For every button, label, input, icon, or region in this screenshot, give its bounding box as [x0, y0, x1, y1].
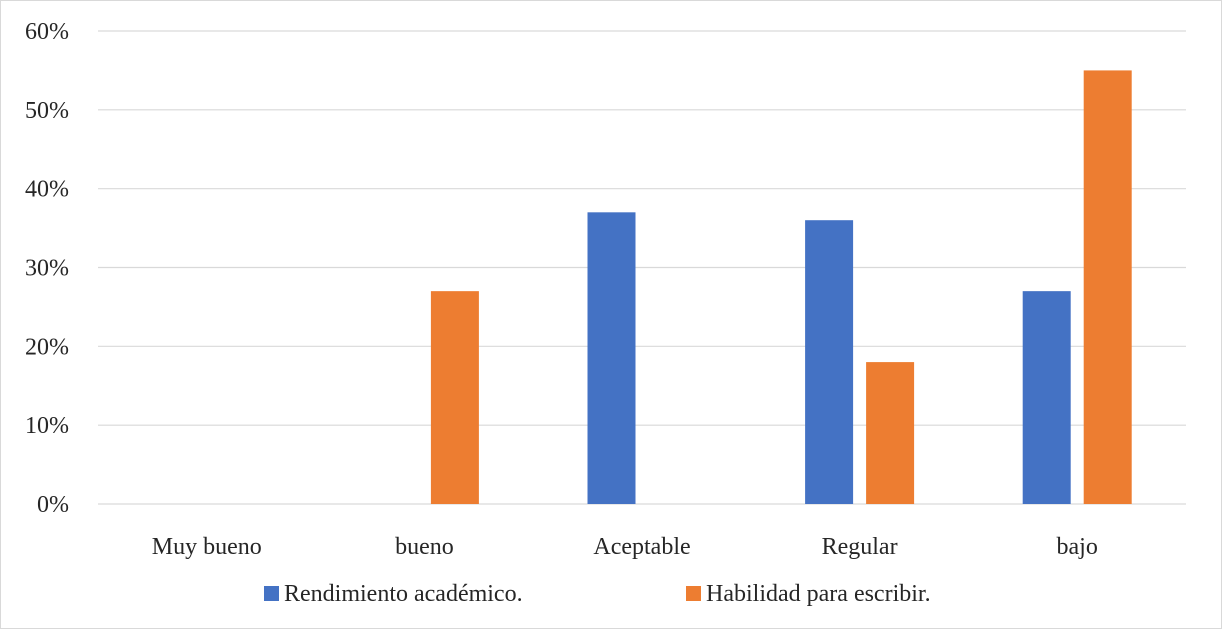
x-axis-category-labels: Muy bueno bueno Aceptable Regular bajo: [152, 534, 1098, 560]
bars: [430, 70, 1132, 505]
legend-label: Habilidad para escribir.: [706, 581, 931, 607]
bar-habilidad-4: [1083, 70, 1132, 505]
bar-habilidad-3: [866, 362, 915, 504]
y-tick-label: 50%: [25, 98, 69, 124]
legend-label: Rendimiento académico.: [284, 581, 523, 607]
y-tick-label: 60%: [25, 19, 69, 45]
y-tick-label: 40%: [25, 177, 69, 203]
y-tick-label: 20%: [25, 334, 69, 360]
bar-rendimiento-2: [587, 212, 636, 505]
y-tick-label: 0%: [37, 492, 69, 518]
bar-habilidad-1: [430, 291, 479, 504]
bar-rendimiento-4: [1022, 291, 1071, 504]
gridlines: [98, 30, 1186, 505]
y-axis-tick-labels: 0% 10% 20% 30% 40% 50% 60%: [25, 19, 69, 518]
legend: Rendimiento académico. Habilidad para esc…: [264, 581, 931, 607]
x-category-label: Regular: [822, 534, 898, 560]
bar-rendimiento-3: [805, 220, 854, 504]
legend-swatch: [264, 586, 279, 601]
y-tick-label: 10%: [25, 413, 69, 439]
legend-swatch: [686, 586, 701, 601]
x-category-label: bajo: [1057, 534, 1098, 560]
x-category-label: Muy bueno: [152, 534, 262, 560]
x-category-label: bueno: [395, 534, 454, 560]
x-category-label: Aceptable: [593, 534, 690, 560]
y-tick-label: 30%: [25, 256, 69, 282]
